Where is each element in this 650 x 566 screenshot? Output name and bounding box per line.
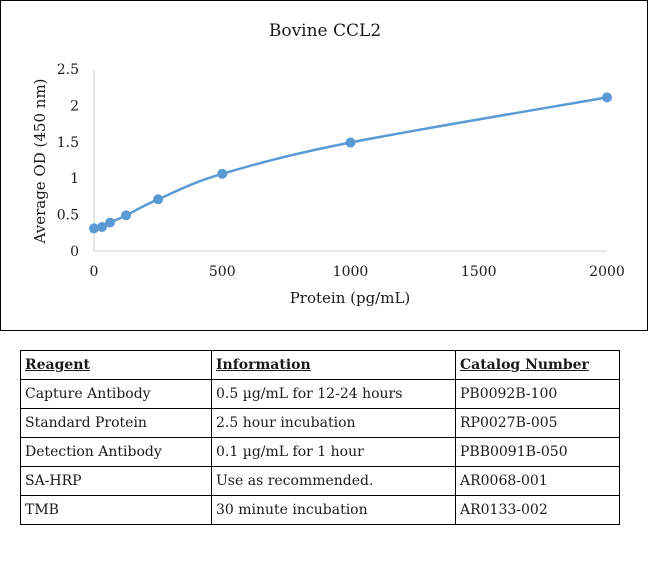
table-row: SA-HRP Use as recommended. AR0068-001 — [20, 466, 620, 496]
table-row: Detection Antibody 0.1 µg/mL for 1 hour … — [20, 437, 620, 467]
reagent-table: Reagent Information Catalog Number Captu… — [20, 350, 620, 525]
x-tick-label: 0 — [90, 264, 99, 280]
table-row: Capture Antibody 0.5 µg/mL for 12-24 hou… — [20, 379, 620, 409]
data-point — [97, 221, 108, 232]
x-axis-title: Protein (pg/mL) — [290, 289, 411, 307]
table-cell-reagent: TMB — [20, 495, 212, 525]
standard-curve-chart: Bovine CCL2 0 0.5 1 1.5 2 2.5 0 500 1000 1500 200… — [31, 21, 625, 307]
y-tick-label: 0 — [70, 244, 79, 260]
x-tick-labels: 0 500 1000 1500 2000 — [90, 264, 625, 280]
data-point — [602, 92, 612, 103]
table-cell-catalog-number: RP0027B-005 — [455, 408, 620, 438]
data-point — [153, 194, 164, 205]
x-tick-label: 500 — [209, 264, 236, 280]
y-tick-label: 1 — [70, 171, 79, 187]
data-point — [105, 217, 116, 228]
table-row: TMB 30 minute incubation AR0133-002 — [20, 495, 620, 525]
table-header-row: Reagent Information Catalog Number — [20, 350, 620, 380]
table-cell-information: 2.5 hour incubation — [211, 408, 456, 438]
table-cell-information: 30 minute incubation — [211, 495, 456, 525]
x-tick-label: 1500 — [461, 264, 497, 280]
table-cell-information: 0.1 µg/mL for 1 hour — [211, 437, 456, 467]
y-axis-title: Average OD (450 nm) — [31, 78, 49, 244]
column-header-catalog-number: Catalog Number — [455, 350, 620, 380]
table-cell-catalog-number: AR0068-001 — [455, 466, 620, 496]
y-tick-labels: 0 0.5 1 1.5 2 2.5 — [57, 62, 79, 260]
y-tick-label: 1.5 — [57, 135, 79, 151]
table-cell-catalog-number: PB0092B-100 — [455, 379, 620, 409]
table-row: Standard Protein 2.5 hour incubation RP0… — [20, 408, 620, 438]
y-tick-label: 0.5 — [57, 208, 79, 224]
y-tick-label: 2 — [70, 98, 79, 114]
data-points — [89, 92, 612, 234]
column-header-reagent: Reagent — [20, 350, 212, 380]
y-tick-label: 2.5 — [57, 62, 79, 78]
data-point — [121, 210, 132, 221]
x-tick-label: 1000 — [333, 264, 369, 280]
table-cell-catalog-number: PBB0091B-050 — [455, 437, 620, 467]
chart-frame: Bovine CCL2 0 0.5 1 1.5 2 2.5 0 500 1000 1500 200… — [0, 0, 648, 331]
chart-title: Bovine CCL2 — [269, 21, 381, 41]
table-cell-reagent: SA-HRP — [20, 466, 212, 496]
table-cell-catalog-number: AR0133-002 — [455, 495, 620, 525]
column-header-information: Information — [211, 350, 456, 380]
series-line — [93, 96, 608, 230]
table-cell-reagent: Detection Antibody — [20, 437, 212, 467]
table-cell-information: 0.5 µg/mL for 12-24 hours — [211, 379, 456, 409]
data-point — [217, 168, 228, 179]
table-cell-reagent: Standard Protein — [20, 408, 212, 438]
table-cell-information: Use as recommended. — [211, 466, 456, 496]
data-point — [345, 137, 356, 148]
table-cell-reagent: Capture Antibody — [20, 379, 212, 409]
data-point — [89, 223, 99, 234]
x-tick-label: 2000 — [589, 264, 625, 280]
